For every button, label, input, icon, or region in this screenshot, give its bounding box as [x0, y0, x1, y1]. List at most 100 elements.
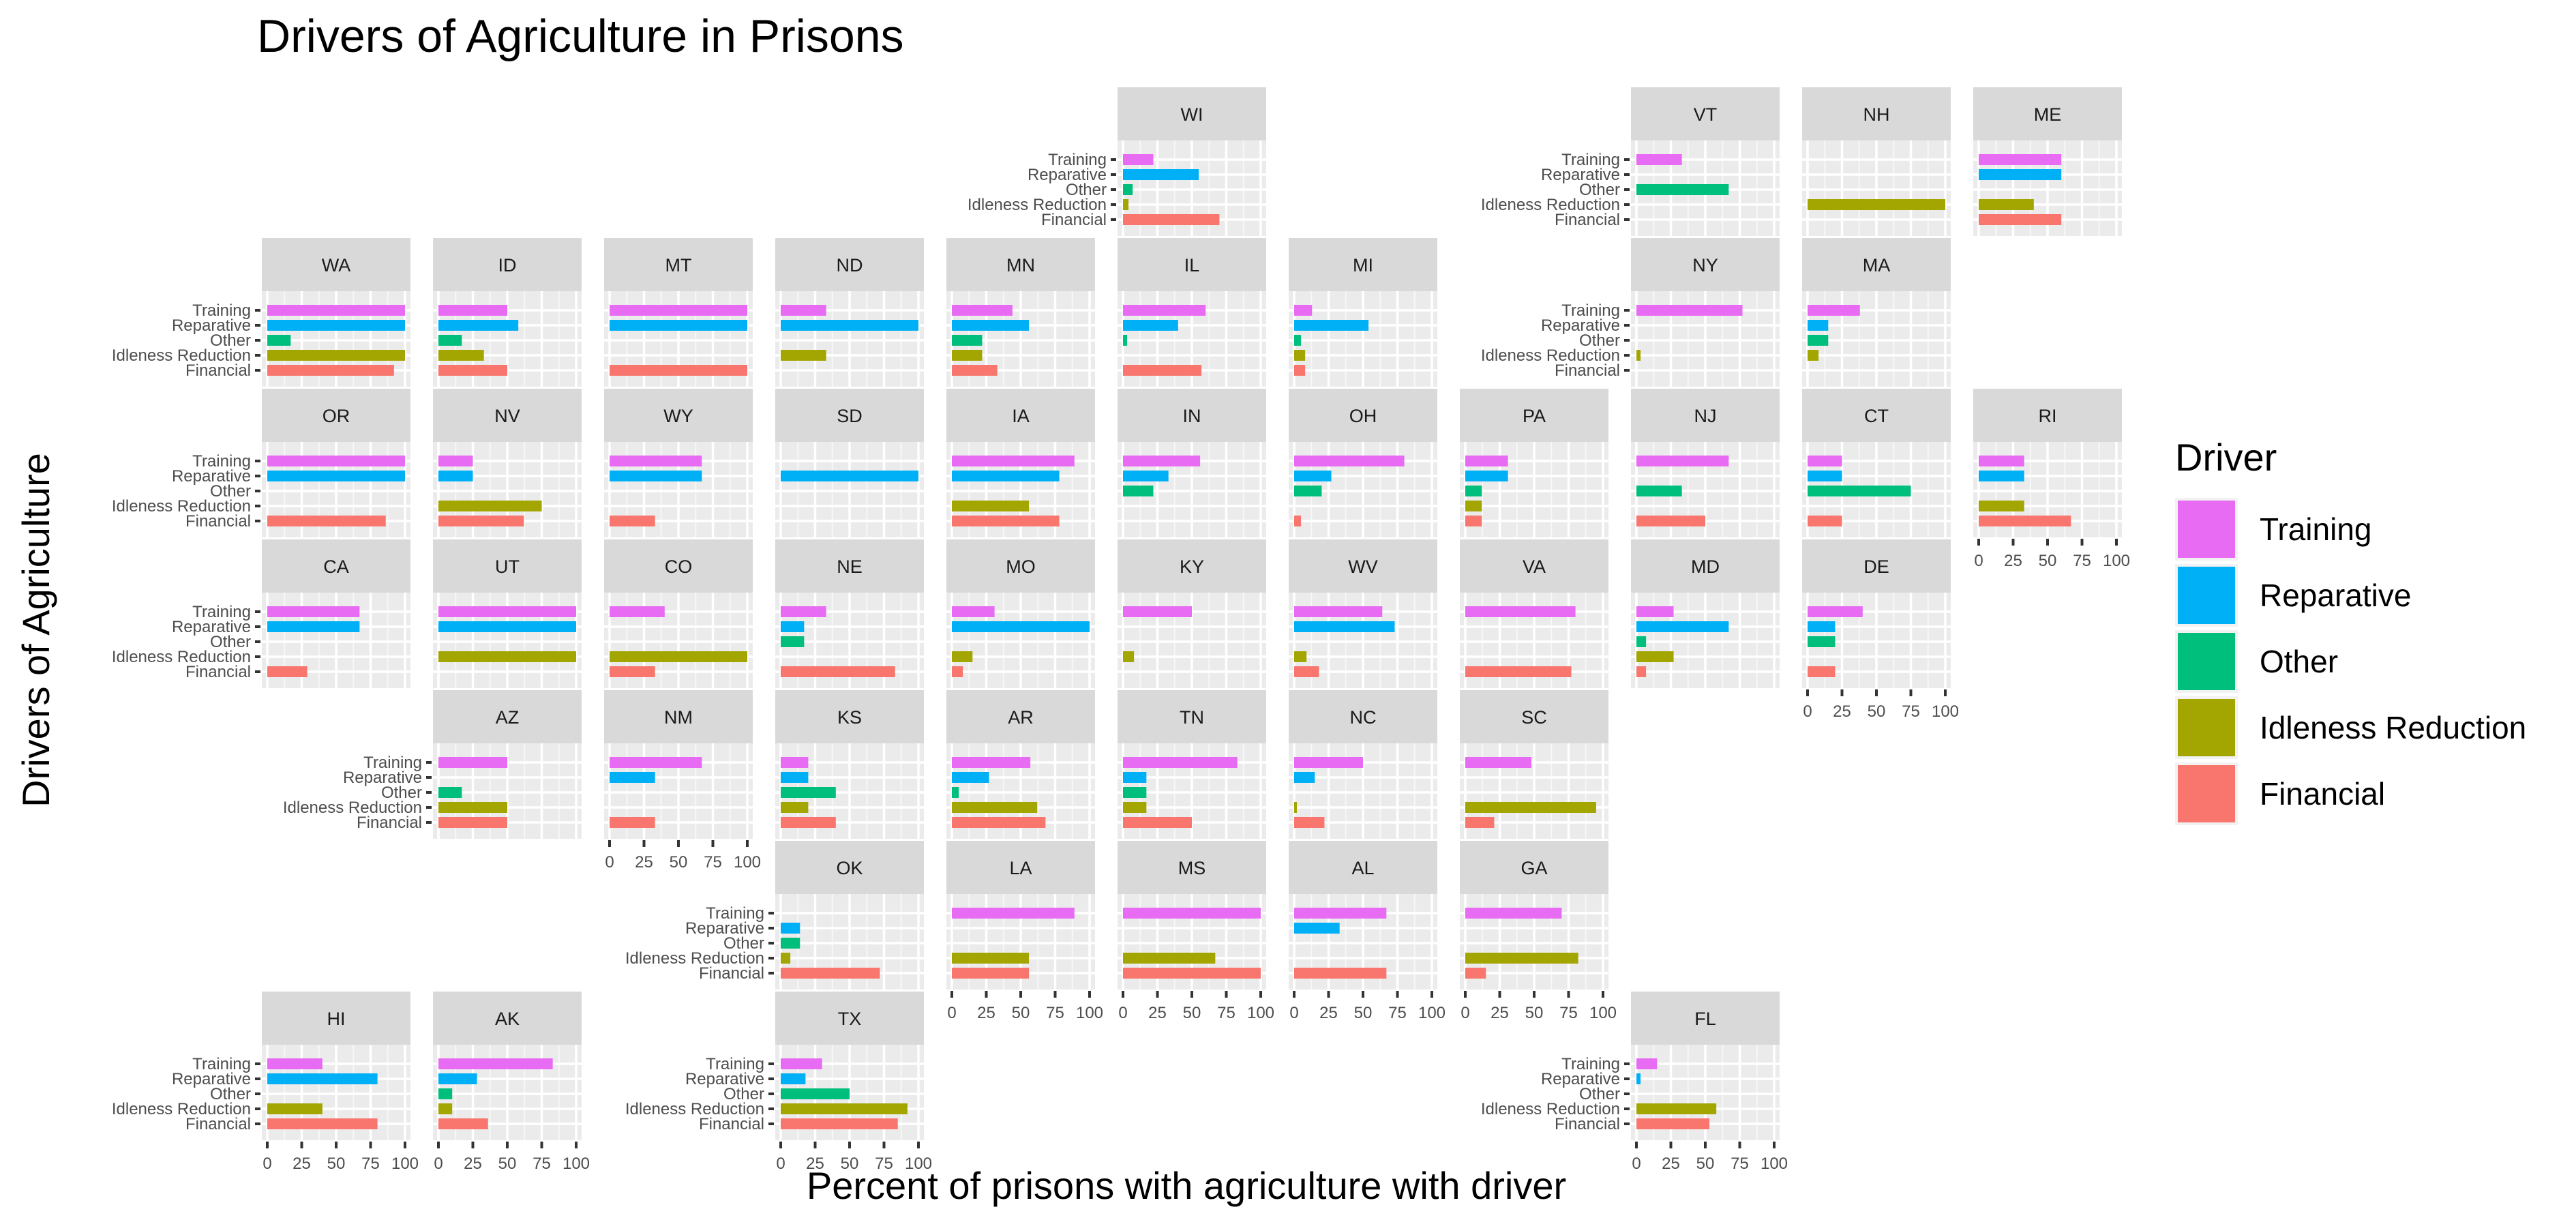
x-axis-title: Percent of prisons with agriculture with… — [807, 1164, 1566, 1207]
x-tick-label: 25 — [293, 1155, 311, 1173]
facet-strip-label: MA — [1863, 255, 1891, 276]
facet-strip — [775, 539, 924, 593]
bar-wy-reparative — [610, 471, 702, 481]
bar-nd-reparative — [781, 320, 918, 331]
facet-strip — [1460, 841, 1608, 894]
bar-wi-reparative — [1123, 169, 1199, 180]
y-tick-label: Training — [1048, 151, 1107, 169]
bar-mn-financial — [952, 365, 998, 376]
y-tick-label: Financial — [1555, 211, 1620, 229]
facet-ia: IA — [946, 389, 1095, 537]
bar-ca-reparative — [267, 621, 360, 632]
bar-ms-financial — [1123, 968, 1261, 979]
facet-strip — [1631, 389, 1780, 442]
bar-ri-training — [1979, 456, 2024, 466]
y-tick-label: Other — [1579, 331, 1620, 350]
bar-ny-idleness-reduction — [1636, 350, 1641, 361]
y-tick-label: Other — [381, 784, 422, 802]
facet-strip-label: WV — [1348, 556, 1378, 577]
facet-pa: PA — [1460, 389, 1608, 537]
legend-item-reparative: Reparative — [2175, 564, 2411, 627]
facet-strip-label: AZ — [496, 707, 520, 728]
y-tick-label: Other — [210, 633, 251, 651]
bar-ne-other — [781, 636, 805, 647]
facet-strip-label: WA — [322, 255, 351, 276]
facet-ms: MS 0 25 50 75 100 — [1118, 841, 1274, 1022]
facet-strip-label: NC — [1350, 707, 1377, 728]
bar-tn-financial — [1123, 817, 1192, 828]
bar-nv-financial — [438, 516, 524, 526]
facet-la: LA 0 25 50 75 100 — [946, 841, 1103, 1022]
bar-me-training — [1979, 154, 2062, 165]
facet-strip-label: NH — [1863, 104, 1890, 125]
facet-sc: SC — [1460, 690, 1608, 839]
bar-ne-reparative — [781, 621, 805, 632]
bar-ma-training — [1808, 305, 1860, 316]
facet-strip-label: ID — [498, 255, 517, 276]
bar-wy-financial — [610, 516, 655, 526]
bar-ma-other — [1808, 335, 1829, 346]
y-tick-label: Financial — [699, 1115, 764, 1133]
bar-mo-idleness-reduction — [952, 651, 973, 662]
y-tick-label: Reparative — [343, 769, 422, 787]
bar-ri-financial — [1979, 516, 2071, 526]
bar-nh-idleness-reduction — [1808, 199, 1945, 210]
facet-strip-label: SC — [1521, 707, 1547, 728]
facet-strip — [775, 841, 924, 894]
y-tick-label: Training — [363, 754, 422, 772]
facet-ks: KS — [775, 690, 924, 839]
bar-nj-training — [1636, 456, 1729, 466]
facet-strip — [1802, 389, 1951, 442]
bar-al-reparative — [1294, 923, 1340, 934]
bar-ut-training — [438, 606, 576, 617]
y-tick-label: Idleness Reduction — [625, 949, 764, 968]
x-tick-label: 25 — [1491, 1004, 1509, 1022]
facet-strip-label: GA — [1521, 858, 1547, 878]
bar-ok-reparative — [781, 923, 800, 934]
bar-nj-financial — [1636, 516, 1705, 526]
facet-ga: GA 0 25 50 75 100 — [1460, 841, 1617, 1022]
x-tick-label: 75 — [1046, 1004, 1064, 1022]
legend-label: Financial — [2260, 776, 2385, 812]
facet-strip-label: OH — [1349, 406, 1377, 426]
legend-key — [2178, 765, 2235, 822]
facet-strip — [262, 992, 410, 1045]
bar-vt-training — [1636, 154, 1682, 165]
bar-fl-training — [1636, 1058, 1658, 1069]
y-tick-label: Other — [1579, 1085, 1620, 1103]
facet-strip-label: MT — [665, 255, 692, 276]
x-tick-label: 50 — [327, 1155, 346, 1173]
bar-wa-training — [267, 305, 405, 316]
x-tick-label: 50 — [1868, 702, 1886, 721]
facet-strip — [604, 238, 753, 291]
bar-ut-reparative — [438, 621, 576, 632]
facet-ne: NE — [775, 539, 924, 688]
facet-ma: MA — [1802, 238, 1951, 387]
facet-strip-label: WI — [1181, 104, 1203, 125]
x-tick-label: 75 — [361, 1155, 380, 1173]
facet-ut: UT — [433, 539, 582, 688]
bar-co-training — [610, 606, 665, 617]
bar-ar-training — [952, 757, 1031, 768]
y-tick-label: Reparative — [685, 919, 764, 938]
bar-tn-idleness-reduction — [1123, 802, 1147, 813]
bar-oh-financial — [1294, 516, 1302, 526]
bar-wa-idleness-reduction — [267, 350, 405, 361]
bar-ks-other — [781, 787, 836, 798]
facet-in: IN — [1118, 389, 1266, 537]
facet-strip — [946, 389, 1095, 442]
y-tick-label: Training — [192, 452, 251, 471]
legend-title: Driver — [2175, 436, 2277, 479]
legend-item-financial: Financial — [2175, 762, 2385, 825]
bar-wv-reparative — [1294, 621, 1395, 632]
x-tick-label: 0 — [776, 1155, 785, 1173]
facet-strip — [1118, 389, 1266, 442]
chart-title: Drivers of Agriculture in Prisons — [257, 10, 904, 62]
x-tick-label: 0 — [434, 1155, 443, 1173]
x-tick-label: 0 — [1461, 1004, 1469, 1022]
facet-strip-label: OR — [323, 406, 350, 426]
bar-wi-other — [1123, 184, 1133, 195]
